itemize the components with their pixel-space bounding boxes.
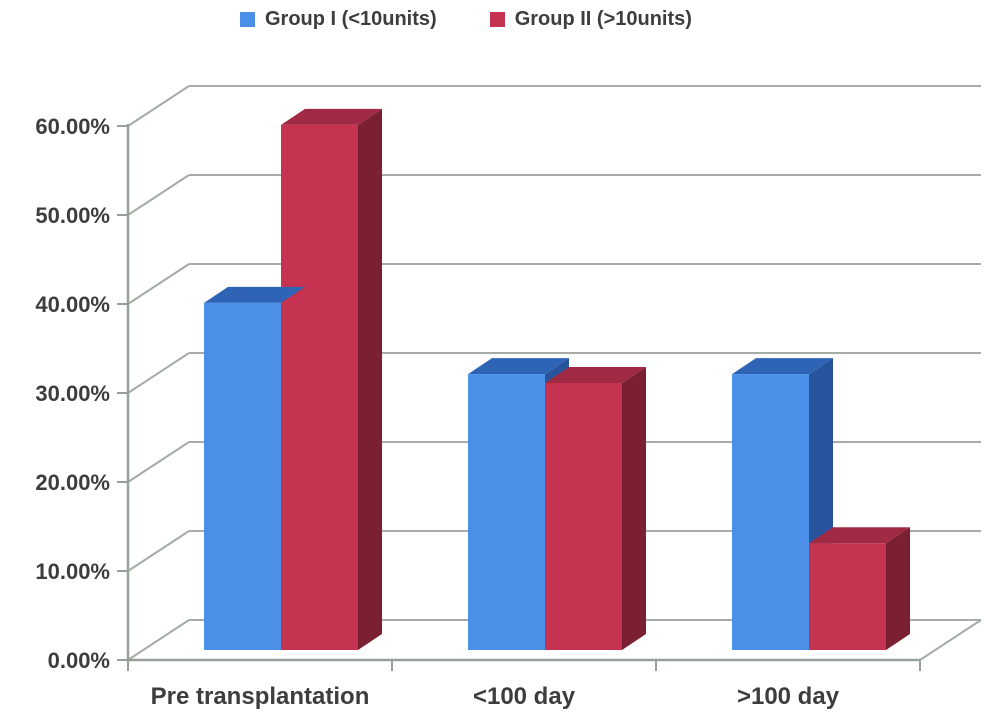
bar-group-i-top xyxy=(732,358,833,375)
y-tick-label: 50.00% xyxy=(35,203,110,228)
bar-group-i-top xyxy=(204,286,305,303)
y-axis-ticks: 0.00% 10.00% 20.00% 30.00% 40.00% 50.00% 60.00… xyxy=(35,114,128,673)
y-tick-label: 30.00% xyxy=(35,381,110,406)
bar-group-i-front xyxy=(732,374,809,650)
bar-group-i-top xyxy=(468,358,569,375)
bar-group-i-front xyxy=(468,374,545,650)
gridline-connector xyxy=(127,352,190,394)
legend-label-group-i: Group I (<10units) xyxy=(265,8,437,30)
legend-swatch-group-i-icon xyxy=(240,12,255,27)
legend-swatch-group-ii-icon xyxy=(489,12,505,27)
bars-category-2 xyxy=(732,358,910,650)
gridline-connector xyxy=(127,174,190,216)
bar-group-ii-front xyxy=(545,383,622,650)
x-category-label: <100 day xyxy=(473,683,576,710)
gridline-connector xyxy=(127,263,190,305)
bars-category-1 xyxy=(468,358,646,650)
gridline-connector xyxy=(127,441,190,483)
floor-left-edge xyxy=(127,619,190,661)
floor-right-edge xyxy=(919,619,982,661)
y-tick-label: 0.00% xyxy=(48,648,110,673)
bar-group-ii-top xyxy=(545,367,646,383)
legend-item-group-i: Group I (<10units) xyxy=(240,8,437,31)
bar-group-ii-side xyxy=(622,367,646,650)
x-category-label: >100 day xyxy=(737,683,840,710)
x-axis-ticks: Pre transplantation <100 day >100 day xyxy=(127,660,921,710)
y-tick-label: 40.00% xyxy=(35,292,110,317)
x-category-label: Pre transplantation xyxy=(151,683,370,710)
bar-group-ii-front xyxy=(809,543,886,650)
bars-category-0 xyxy=(204,108,382,650)
legend: Group I (<10units) Group II (>10units) xyxy=(240,8,692,31)
bar-group-ii-side xyxy=(886,527,910,650)
y-tick-label: 10.00% xyxy=(35,559,110,584)
gridline-connector xyxy=(127,85,190,127)
bar-group-i-front xyxy=(204,302,281,650)
legend-label-group-ii: Group II (>10units) xyxy=(514,8,692,30)
bar-group-ii-top xyxy=(809,527,910,544)
y-tick-label: 60.00% xyxy=(35,114,110,139)
legend-item-group-ii: Group II (>10units) xyxy=(489,8,692,31)
bar-group-ii-side xyxy=(358,108,382,650)
bar-group-ii-top xyxy=(281,108,382,125)
bar-group-ii-front xyxy=(281,124,358,650)
y-tick-label: 20.00% xyxy=(35,470,110,495)
gridline-connector xyxy=(127,530,190,572)
